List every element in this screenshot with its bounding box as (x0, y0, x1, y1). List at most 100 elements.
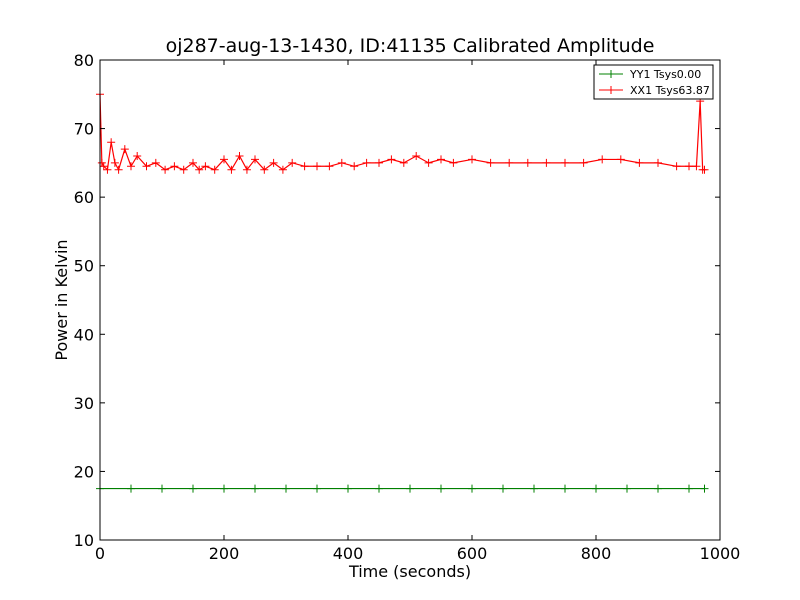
data-point (120, 145, 129, 154)
data-point (97, 158, 106, 167)
x-tick-label: 600 (457, 544, 488, 563)
y-tick-label: 80 (74, 51, 94, 70)
data-point (337, 158, 346, 167)
ticks-layer: 0 200 400 600 800 1000 10 20 30 40 50 60 70 80 (74, 51, 741, 563)
data-point (161, 165, 170, 174)
x-tick-label: 1000 (700, 544, 741, 563)
data-point (201, 162, 210, 171)
data-point (220, 484, 228, 493)
data-point (344, 484, 352, 493)
series-line (99, 94, 705, 172)
y-tick-label: 20 (74, 462, 94, 481)
legend-marker-yy1 (607, 70, 615, 78)
legend-box (593, 64, 714, 100)
data-point (251, 484, 259, 493)
data-point (170, 162, 179, 171)
data-point (278, 165, 287, 174)
data-point (325, 162, 334, 171)
data-point (133, 152, 142, 160)
data-point (616, 155, 625, 164)
legend-label-yy1: YY1 Tsys0.00 (629, 68, 701, 81)
data-point (251, 155, 259, 164)
data-point (158, 484, 166, 493)
data-point (387, 155, 396, 164)
data-point (700, 484, 709, 493)
data-point (437, 155, 445, 164)
data-point (685, 162, 693, 171)
data-point (269, 158, 278, 167)
data-point (468, 484, 476, 493)
x-tick-label: 0 (95, 544, 105, 563)
y-tick-label: 60 (74, 188, 94, 207)
series-layer (96, 90, 709, 493)
y-tick-label: 10 (74, 531, 94, 550)
data-point (505, 158, 514, 167)
data-point (260, 165, 269, 174)
plot-frame (99, 59, 721, 541)
legend-label-xx1: XX1 Tsys63.87 (630, 84, 710, 97)
data-point (189, 484, 197, 493)
data-point (127, 162, 135, 171)
data-point (103, 165, 112, 174)
data-point (375, 158, 383, 167)
data-point (530, 484, 538, 493)
data-point (110, 158, 119, 167)
data-point (561, 158, 569, 167)
legend-marker-xx1 (607, 86, 615, 94)
legend: YY1 Tsys0.00 XX1 Tsys63.87 (593, 64, 714, 100)
data-point (623, 484, 631, 493)
series-1 (96, 90, 709, 174)
data-point (672, 162, 681, 171)
data-point (99, 162, 108, 171)
data-point (195, 165, 204, 174)
data-point (313, 484, 321, 493)
x-axis-label: Time (seconds) (348, 562, 471, 581)
data-point (424, 158, 433, 167)
plot-area (100, 60, 720, 540)
data-point (220, 155, 228, 164)
data-point (399, 158, 408, 167)
data-point (468, 155, 476, 164)
data-point (127, 484, 135, 493)
data-point (592, 484, 600, 493)
data-point (542, 158, 551, 167)
data-point (227, 165, 236, 174)
data-point (486, 158, 495, 167)
y-axis-label: Power in Kelvin (52, 239, 71, 360)
x-tick-label: 200 (209, 544, 240, 563)
data-point (561, 484, 569, 493)
data-point (449, 158, 458, 167)
chart-title: oj287-aug-13-1430, ID:41135 Calibrated A… (166, 35, 655, 57)
y-tick-label: 70 (74, 120, 94, 139)
data-point (654, 484, 662, 493)
data-point (242, 165, 251, 174)
data-point (114, 165, 123, 174)
data-point (288, 158, 297, 167)
data-point (412, 152, 421, 160)
data-point (282, 484, 290, 493)
data-point (300, 162, 309, 171)
data-point (151, 158, 160, 167)
data-point (210, 165, 219, 174)
data-point (235, 152, 244, 160)
data-point (313, 162, 321, 171)
data-point (350, 162, 359, 171)
y-tick-label: 50 (74, 257, 94, 276)
data-point (499, 484, 507, 493)
data-point (189, 158, 197, 167)
y-tick-label: 40 (74, 325, 94, 344)
data-point (579, 158, 588, 167)
data-point (437, 484, 445, 493)
data-point (598, 155, 607, 164)
x-tick-label: 800 (581, 544, 612, 563)
data-point (362, 158, 371, 167)
y-tick-label: 30 (74, 394, 94, 413)
data-point (692, 162, 701, 171)
data-point (700, 165, 709, 174)
data-point (107, 138, 116, 147)
data-point (406, 484, 414, 493)
data-point (179, 165, 188, 174)
data-point (654, 158, 662, 167)
data-point (685, 484, 693, 493)
